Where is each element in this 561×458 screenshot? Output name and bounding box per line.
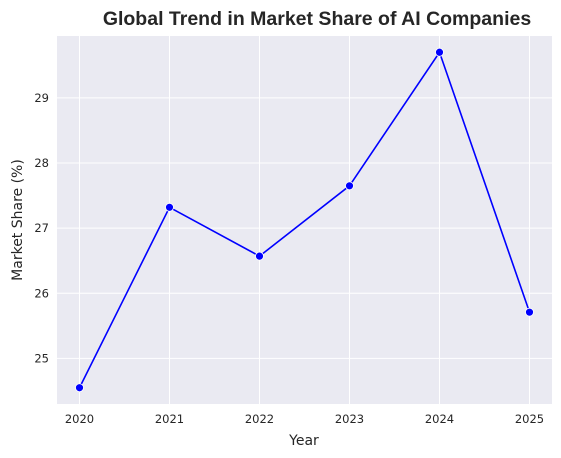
y-tick-label: 29: [34, 91, 49, 105]
y-tick-label: 25: [34, 351, 49, 365]
y-tick-label: 27: [34, 221, 49, 235]
y-axis-label: Market Share (%): [10, 159, 26, 281]
chart-title: Global Trend in Market Share of AI Compa…: [103, 8, 532, 30]
y-tick-label: 26: [34, 286, 49, 300]
series-layer: [75, 47, 534, 393]
data-point[interactable]: [165, 202, 174, 212]
data-point[interactable]: [435, 47, 444, 57]
x-tick-label: 2022: [245, 412, 274, 426]
y-tick-labels: 25 26 27 28 29: [34, 91, 49, 366]
grid-lines: [57, 36, 552, 404]
x-tick-label: 2024: [425, 412, 454, 426]
data-point[interactable]: [75, 383, 84, 393]
data-point[interactable]: [525, 307, 534, 317]
series-line: [78, 50, 531, 389]
x-axis-label: Year: [288, 433, 319, 449]
data-point[interactable]: [255, 251, 264, 261]
x-tick-label: 2020: [65, 412, 94, 426]
x-tick-label: 2023: [335, 412, 364, 426]
x-tick-label: 2025: [515, 412, 544, 426]
data-point[interactable]: [345, 181, 354, 191]
x-tick-labels: 2020 2021 2022 2023 2024 2025: [65, 412, 544, 426]
y-tick-label: 28: [34, 156, 49, 170]
x-tick-label: 2021: [155, 412, 184, 426]
